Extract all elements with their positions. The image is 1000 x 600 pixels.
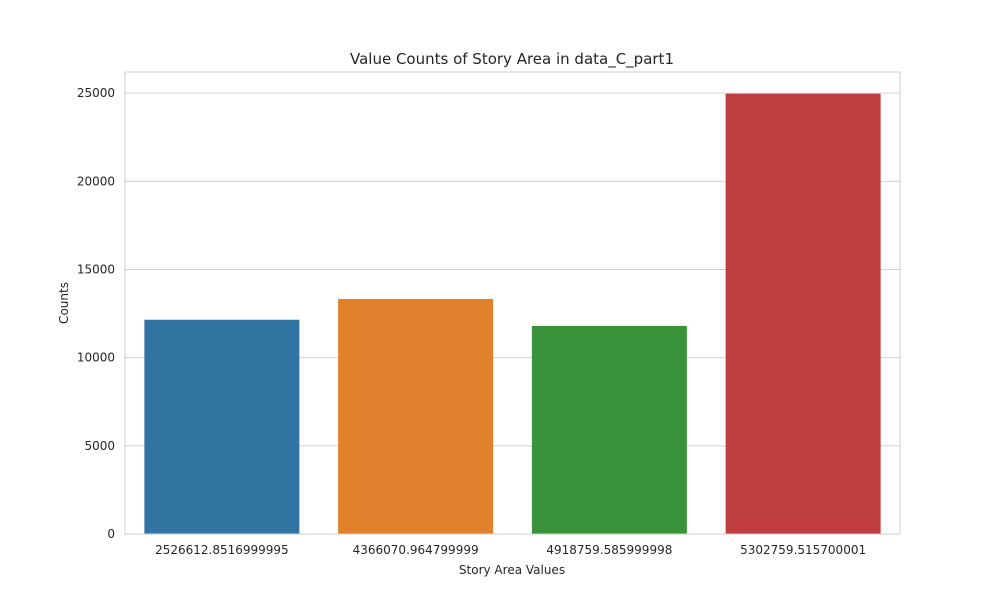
bar [144, 319, 300, 534]
bar [338, 298, 494, 534]
y-tick-label: 15000 [77, 262, 115, 276]
y-tick-label: 5000 [84, 439, 115, 453]
bar [725, 93, 881, 534]
y-tick-label: 0 [107, 527, 115, 541]
x-tick-label: 5302759.515700001 [740, 543, 866, 557]
y-axis-ticks: 0 5000 10000 15000 20000 25000 [77, 86, 115, 541]
y-tick-label: 20000 [77, 174, 115, 188]
x-tick-label: 2526612.8516999995 [155, 543, 289, 557]
bars [144, 93, 881, 534]
y-tick-label: 10000 [77, 351, 115, 365]
plot-frame [124, 71, 901, 535]
y-axis-label: Counts [57, 282, 71, 324]
x-axis-label: Story Area Values [459, 563, 565, 577]
x-tick-label: 4918759.585999998 [546, 543, 672, 557]
bar [531, 325, 687, 534]
x-tick-label: 4366070.964799999 [353, 543, 479, 557]
chart-title: Value Counts of Story Area in data_C_par… [350, 50, 674, 69]
y-tick-label: 25000 [77, 86, 115, 100]
x-axis-ticks: 2526612.8516999995 4366070.964799999 49187… [155, 543, 866, 557]
